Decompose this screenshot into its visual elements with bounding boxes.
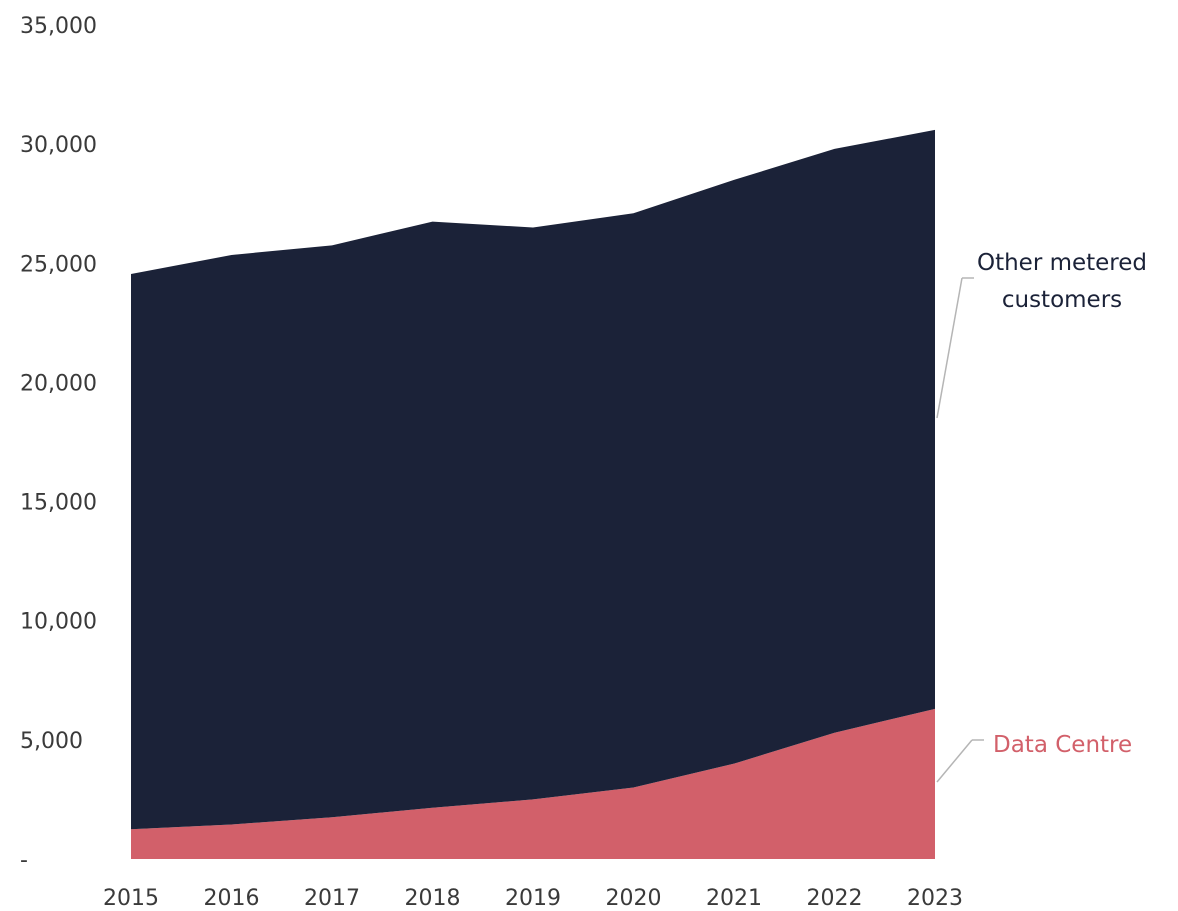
series-label-other-metered-customers: Other metered customers [977, 250, 1147, 313]
x-tick-label: 2023 [907, 886, 963, 911]
leader-line [936, 739, 973, 783]
series-label-layer: Data Centre Other metered customers [977, 250, 1147, 758]
x-tick-label: 2020 [606, 886, 662, 911]
y-tick-label: 35,000 [20, 14, 97, 39]
x-tick-label: 2019 [505, 886, 561, 911]
area-layer [131, 129, 935, 859]
x-tick-label: 2018 [405, 886, 461, 911]
x-tick-label: 2022 [807, 886, 863, 911]
series-label-data-centre: Data Centre [993, 732, 1132, 758]
x-tick-label: 2021 [706, 886, 762, 911]
series-label-line: customers [1002, 287, 1122, 313]
y-axis-ticks: - 5,000 10,000 15,000 20,000 25,000 30,000 35,0… [20, 14, 97, 873]
y-tick-label: 20,000 [20, 371, 97, 396]
leader-line-layer [936, 277, 984, 783]
y-tick-label: 25,000 [20, 252, 97, 277]
y-tick-label: 15,000 [20, 491, 97, 516]
area-other-metered-customers [131, 129, 935, 830]
leader-line [936, 277, 963, 419]
x-tick-label: 2016 [204, 886, 260, 911]
x-tick-label: 2017 [304, 886, 360, 911]
series-label-line: Other metered [977, 250, 1147, 276]
y-tick-label: 10,000 [20, 610, 97, 635]
y-tick-label: 30,000 [20, 133, 97, 158]
x-tick-label: 2015 [103, 886, 159, 911]
x-axis-ticks: 2015 2016 2017 2018 2019 2020 2021 2022 2023 [103, 886, 963, 911]
area-data-centre [131, 708, 935, 859]
y-tick-label: 5,000 [20, 729, 83, 754]
series-label-line: Data Centre [993, 732, 1132, 758]
y-tick-label: - [20, 848, 28, 873]
